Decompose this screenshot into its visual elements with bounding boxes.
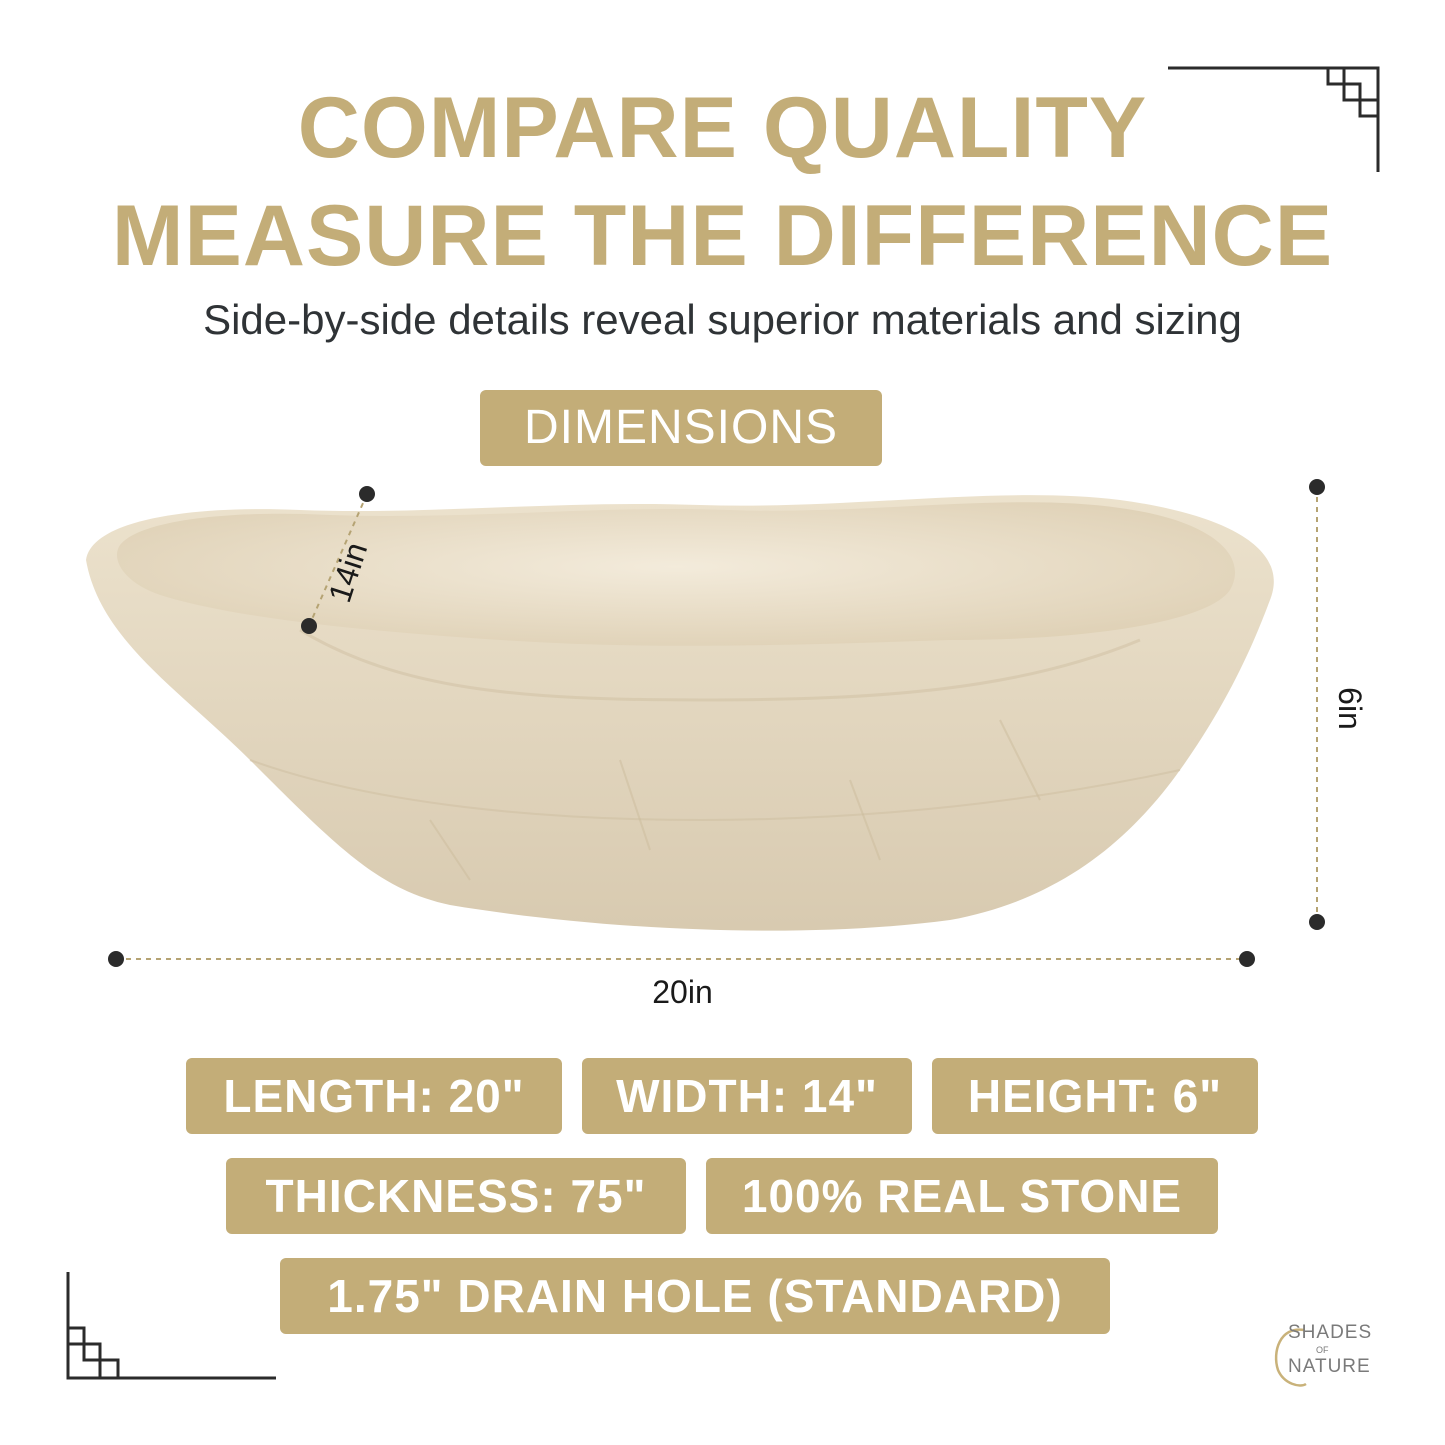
height-measure-line [1309, 479, 1325, 930]
height-dimension-label: 6in [1331, 687, 1368, 730]
spec-thickness: THICKNESS: 75" [226, 1158, 686, 1234]
width-measure-endpoint [359, 486, 375, 502]
brand-logo: SHADES OF NATURE [1270, 1318, 1390, 1398]
brand-name-line-1: SHADES [1288, 1322, 1373, 1343]
corner-ornament-bottom-left [66, 1272, 276, 1380]
spec-length: LENGTH: 20" [186, 1058, 562, 1134]
length-dimension-label: 20in [652, 974, 713, 1010]
brand-name-line-3: NATURE [1288, 1356, 1371, 1377]
spec-drain-hole: 1.75" DRAIN HOLE (STANDARD) [280, 1258, 1110, 1334]
length-measure-endpoint [108, 951, 124, 967]
width-measure-line [301, 486, 375, 634]
length-measure-line [108, 951, 1255, 967]
stone-sink [86, 495, 1274, 931]
length-measure-endpoint [1239, 951, 1255, 967]
headline-line-2: MEASURE THE DIFFERENCE [111, 188, 1334, 284]
brand-ring-icon [1274, 1328, 1307, 1387]
height-measure-endpoint [1309, 914, 1325, 930]
height-measure-endpoint [1309, 479, 1325, 495]
subtitle: Side-by-side details reveal superior mat… [203, 296, 1242, 343]
spec-height: HEIGHT: 6" [932, 1058, 1258, 1134]
brand-name-line-2: OF [1316, 1345, 1329, 1355]
headline-line-1: COMPARE QUALITY [297, 80, 1148, 176]
dimensions-badge: DIMENSIONS [480, 390, 882, 466]
width-measure-endpoint [301, 618, 317, 634]
corner-ornament-top-right [1168, 66, 1380, 172]
spec-material: 100% REAL STONE [706, 1158, 1218, 1234]
spec-width: WIDTH: 14" [582, 1058, 912, 1134]
